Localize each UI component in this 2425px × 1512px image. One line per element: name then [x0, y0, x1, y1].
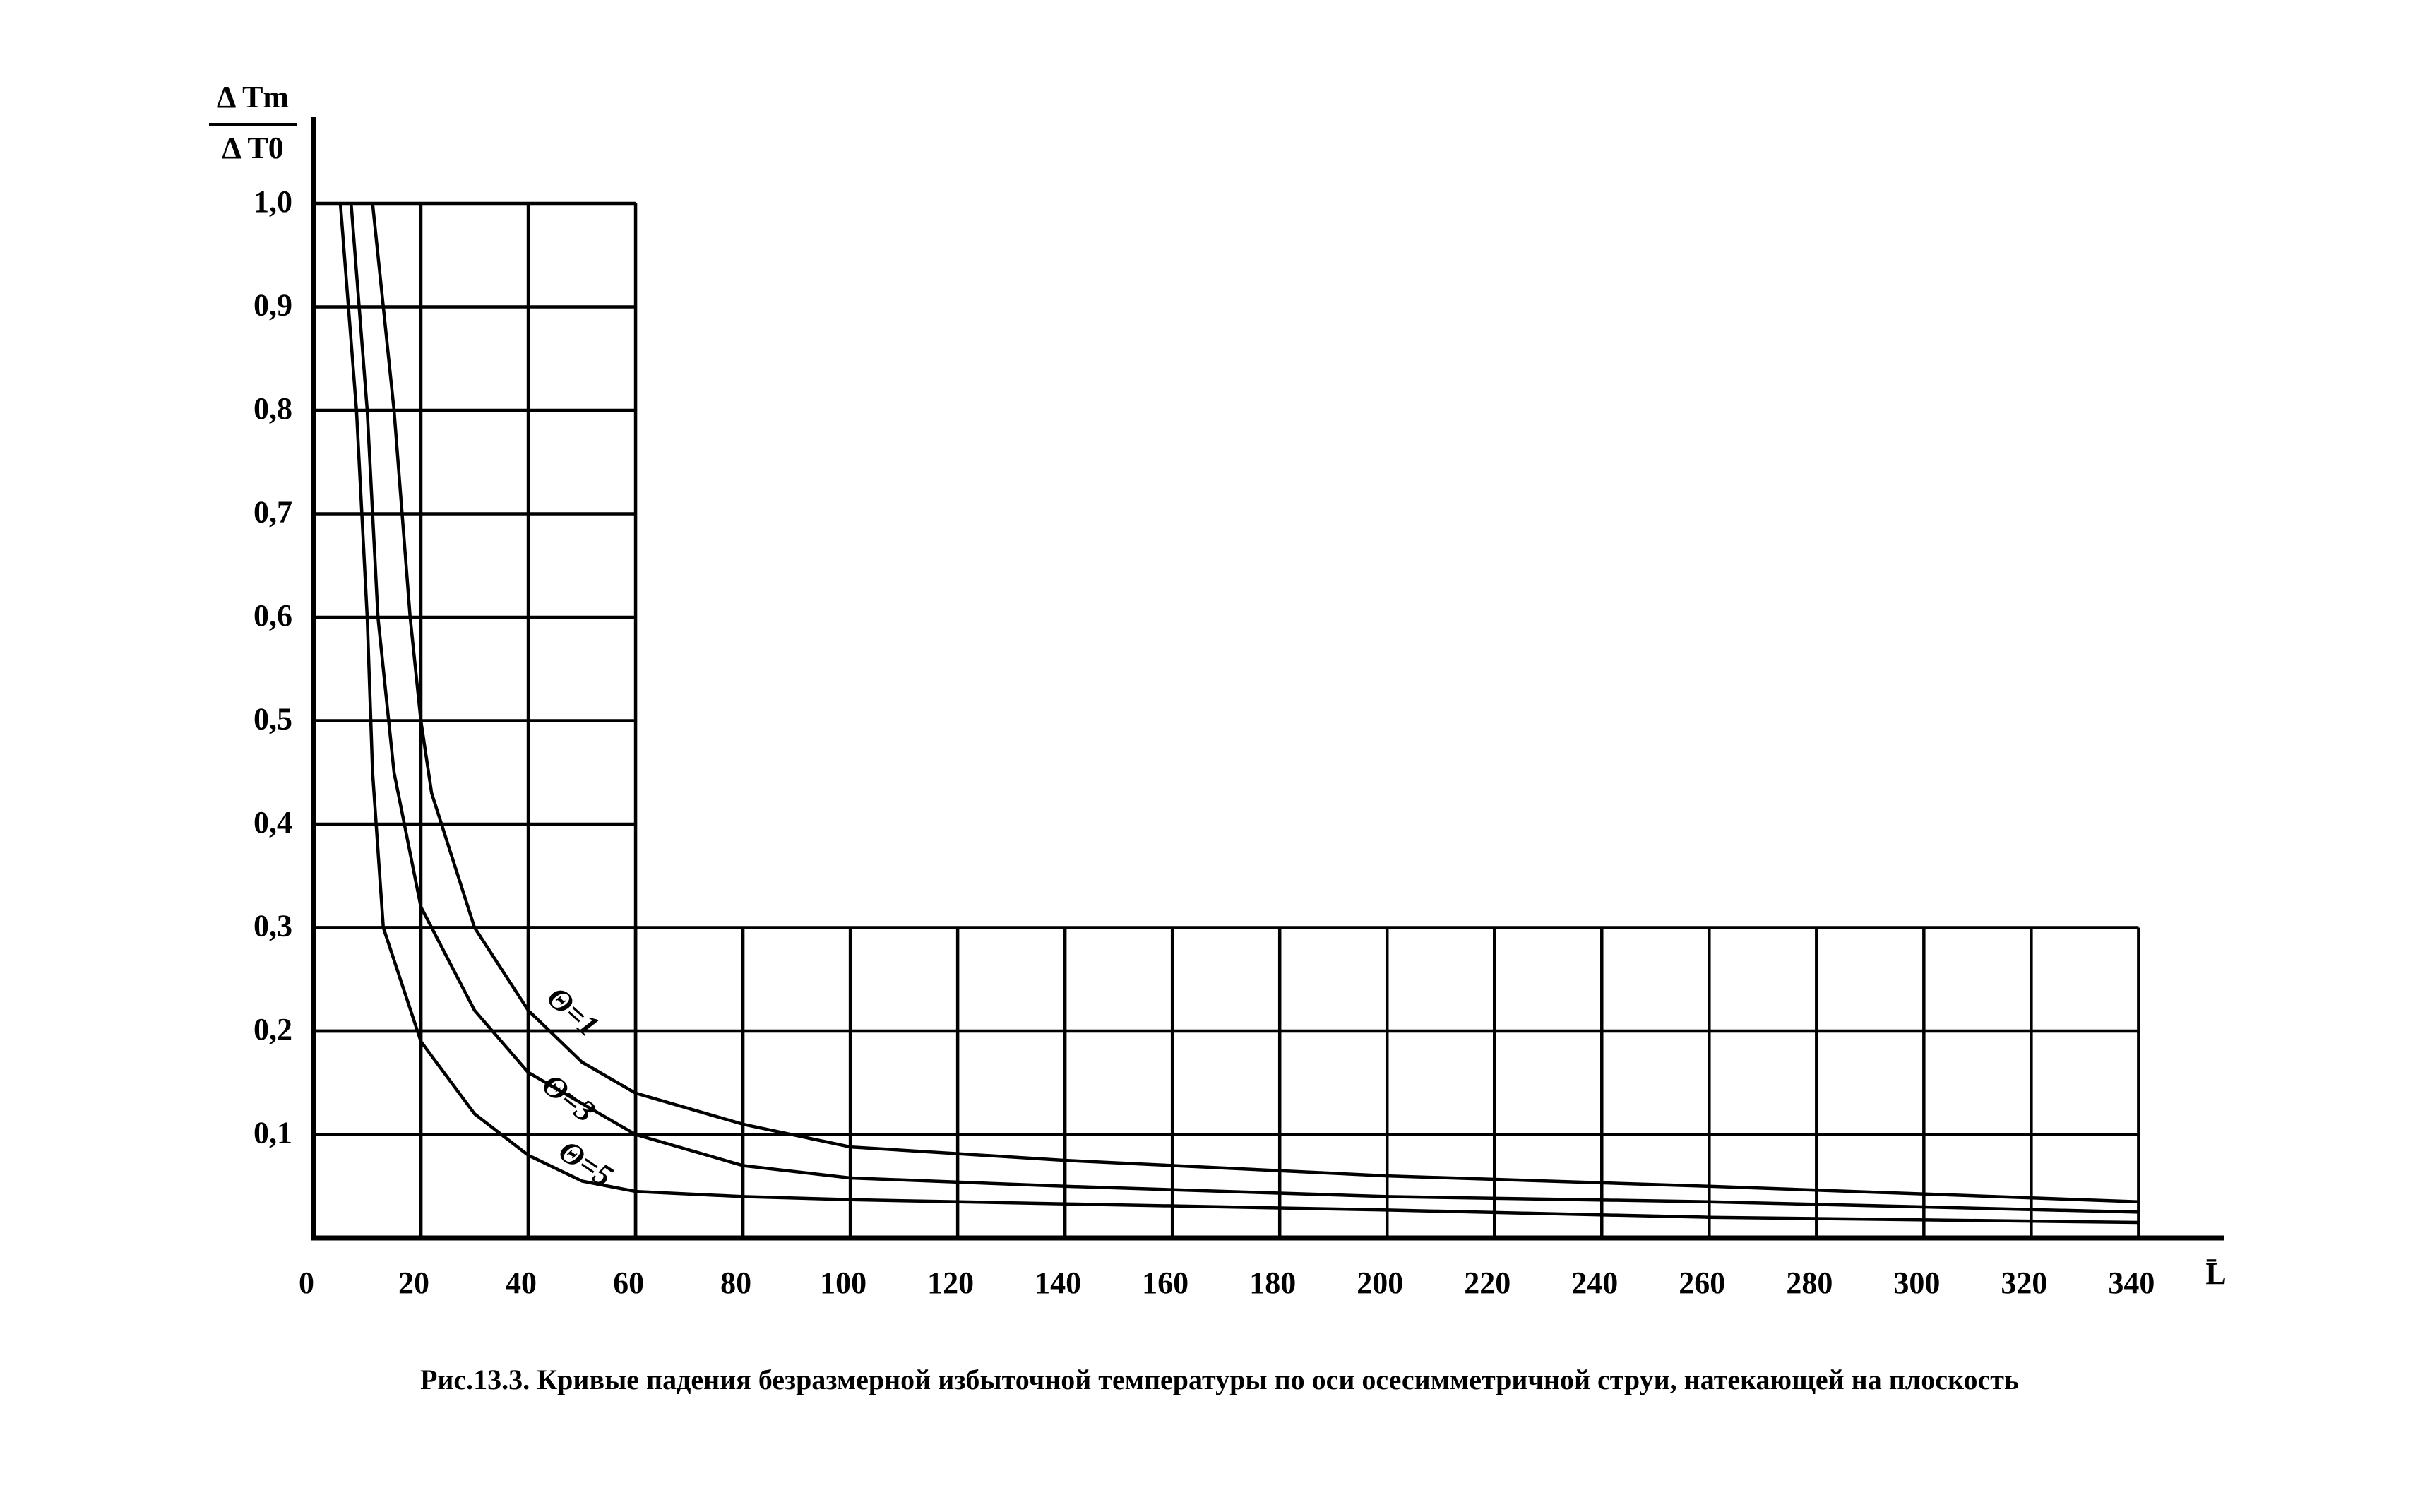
- x-tick-label: 260: [1679, 1266, 1725, 1300]
- caption: Рис.13.3. Кривые падения безразмерной из…: [420, 1364, 2019, 1395]
- x-tick-label: 180: [1249, 1266, 1296, 1300]
- x-tick-label: 220: [1464, 1266, 1511, 1300]
- x-tick-label: 200: [1357, 1266, 1403, 1300]
- x-tick-label: 100: [820, 1266, 866, 1300]
- x-tick-label: 320: [2001, 1266, 2047, 1300]
- y-tick-label: 0,4: [254, 805, 292, 840]
- x-tick-label: 0: [299, 1266, 314, 1300]
- x-tick-label: 80: [720, 1266, 751, 1300]
- y-tick-label: 0,5: [254, 702, 292, 737]
- x-tick-label: 240: [1571, 1266, 1618, 1300]
- series-line: [349, 203, 2139, 1214]
- series-line: [371, 203, 2139, 1203]
- x-tick-label: 300: [1893, 1266, 1940, 1300]
- series-line: [338, 203, 2139, 1225]
- x-tick-label: 60: [613, 1266, 644, 1300]
- x-tick-label: 160: [1142, 1266, 1188, 1300]
- x-tick-label: 20: [398, 1266, 429, 1300]
- x-tick-label: 120: [927, 1266, 974, 1300]
- x-tick-label: 280: [1786, 1266, 1833, 1300]
- y-tick-label: 0,1: [254, 1116, 292, 1150]
- y-tick-label: 0,6: [254, 598, 292, 633]
- x-label: L̄: [2205, 1256, 2226, 1291]
- y-tick-label: 0,7: [254, 495, 292, 530]
- y-tick-label: 0,3: [254, 909, 292, 943]
- y-tick-label: 0,2: [254, 1012, 292, 1047]
- y-tick-label: 0,9: [254, 288, 292, 323]
- y-tick-label: 0,8: [254, 391, 292, 426]
- y-label-top: Δ Tm: [217, 80, 289, 114]
- y-tick-label: 1,0: [254, 184, 292, 219]
- x-tick-label: 140: [1035, 1266, 1081, 1300]
- y-label-bottom: Δ T0: [222, 131, 284, 165]
- x-tick-label: 40: [506, 1266, 537, 1300]
- x-tick-label: 340: [2108, 1266, 2155, 1300]
